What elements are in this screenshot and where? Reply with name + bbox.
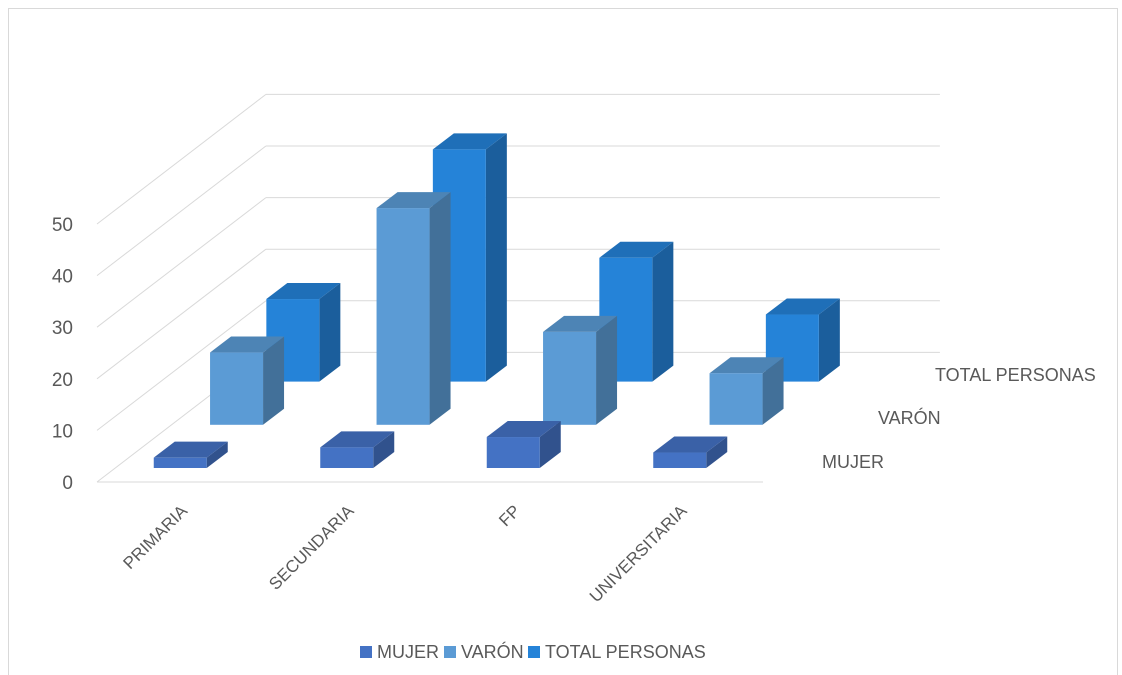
bar-front	[486, 437, 540, 468]
gridline-wall	[96, 145, 267, 276]
bar-front	[709, 373, 763, 425]
bar-side	[652, 241, 674, 382]
bar	[709, 357, 784, 425]
gridline-wall	[96, 94, 267, 225]
bar-front	[320, 447, 374, 468]
bar-top	[765, 298, 840, 315]
bars	[153, 133, 840, 468]
bar	[376, 192, 451, 425]
bar-top	[653, 436, 728, 453]
bar-side	[596, 315, 618, 425]
legend-swatch	[528, 646, 540, 658]
x-category-label: UNIVERSITARIA	[586, 501, 691, 606]
bar-front	[653, 452, 707, 468]
bar-side	[485, 133, 507, 382]
bar-top	[153, 441, 228, 458]
gridline-wall	[96, 248, 267, 380]
bar-side	[706, 436, 728, 468]
legend-swatch	[360, 646, 372, 658]
y-tick-label: 10	[52, 421, 73, 442]
bar-top	[486, 421, 561, 438]
bar-top	[210, 336, 285, 353]
bar	[486, 421, 561, 468]
bar-side	[429, 192, 451, 425]
bar-top	[266, 283, 341, 300]
bar-side	[762, 357, 784, 425]
legend-item: VARÓN	[444, 641, 524, 662]
bar-top	[376, 192, 451, 209]
gridline-wall	[96, 300, 267, 431]
bar-front	[153, 457, 207, 468]
bar-top	[432, 133, 507, 150]
bar	[653, 436, 728, 468]
y-tick-label: 30	[52, 318, 73, 339]
legend-label: MUJER	[377, 642, 439, 662]
bar	[210, 336, 285, 425]
bar-front	[210, 352, 264, 425]
bar-side	[539, 421, 561, 468]
bar-side	[373, 431, 395, 468]
series-axis-label: VARÓN	[878, 407, 941, 428]
y-tick-label: 40	[52, 267, 73, 288]
series-axis-label: MUJER	[822, 452, 884, 472]
legend-item: MUJER	[360, 642, 439, 662]
bar-front	[543, 331, 597, 425]
legend: MUJER VARÓN TOTAL PERSONAS	[360, 641, 706, 662]
bar-top	[709, 357, 784, 374]
bar-top	[543, 315, 618, 332]
bar-side	[319, 283, 341, 382]
x-category-label: PRIMARIA	[120, 501, 192, 573]
legend-label: TOTAL PERSONAS	[545, 642, 706, 662]
bar-top	[320, 431, 395, 448]
bar	[153, 441, 228, 468]
legend-swatch	[444, 646, 456, 658]
x-category-label: FP	[495, 501, 524, 530]
bar-top	[599, 241, 674, 258]
bar-side	[263, 336, 285, 425]
bar-front	[376, 208, 430, 425]
x-category-label: SECUNDARIA	[265, 501, 358, 594]
bar	[543, 315, 618, 425]
y-tick-label: 20	[52, 370, 73, 391]
series-axis-label: TOTAL PERSONAS	[935, 365, 1096, 385]
y-tick-label: 0	[62, 473, 73, 494]
bar-side	[206, 441, 228, 468]
legend-item: TOTAL PERSONAS	[528, 642, 706, 662]
bar-side	[818, 298, 840, 382]
y-tick-label: 50	[52, 215, 73, 236]
gridline-wall	[96, 197, 267, 328]
legend-label: VARÓN	[461, 641, 524, 662]
bar	[320, 431, 395, 468]
